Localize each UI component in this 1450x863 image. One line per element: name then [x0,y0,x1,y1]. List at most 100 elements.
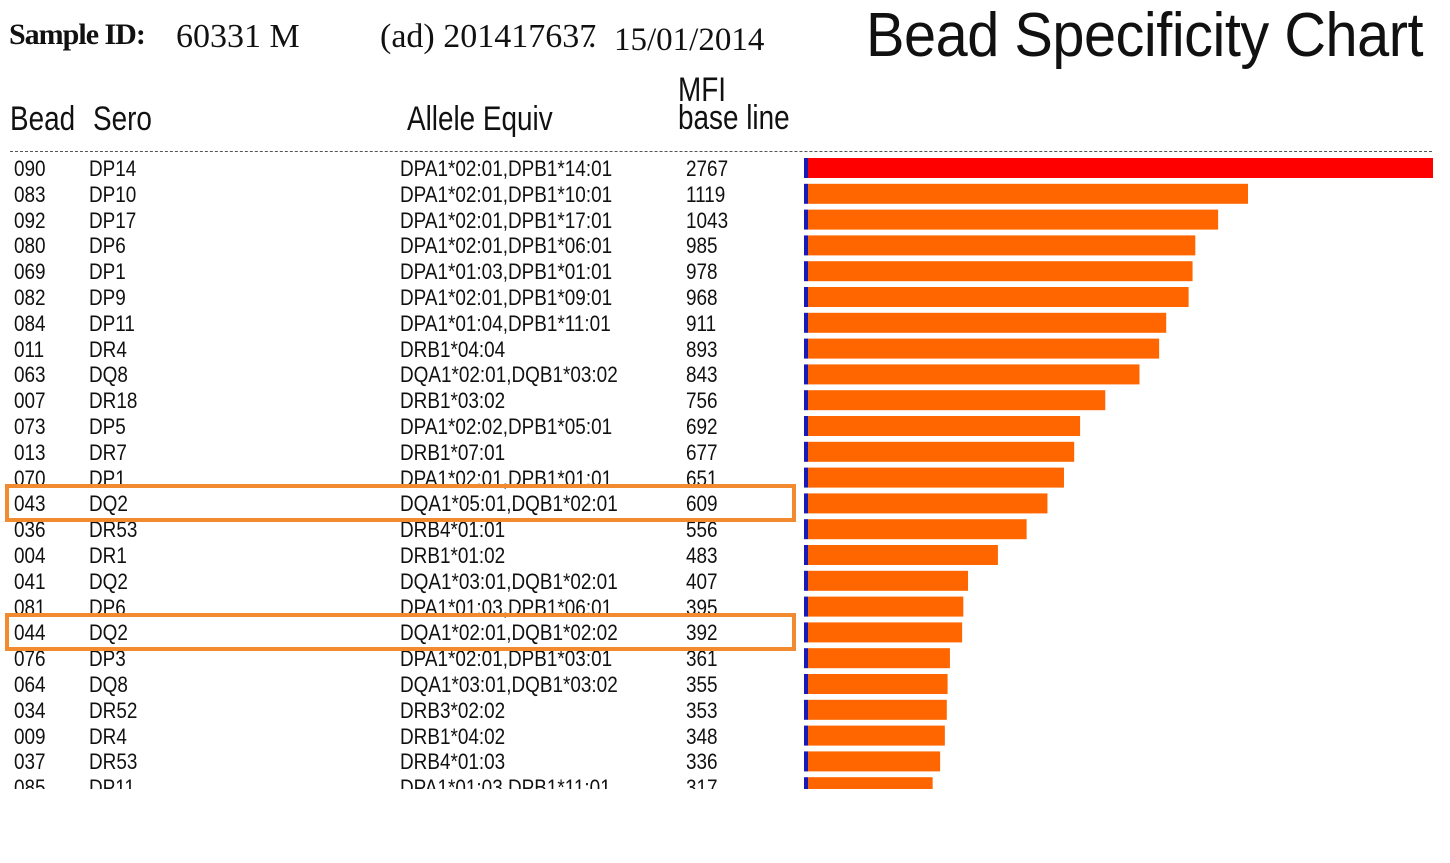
bead-cell: 080 [14,233,46,259]
allele-cell: DQA1*05:01,DQB1*02:01 [400,491,618,517]
allele-cell: DQA1*03:01,DQB1*02:01 [400,568,618,594]
bead-cell: 011 [14,336,45,362]
sero-cell: DR18 [89,388,138,414]
allele-cell: DPA1*02:01,DPB1*14:01 [400,156,613,181]
bar-bead-009 [808,725,945,746]
table-row: 004 DR1 DRB1*01:02 483 [0,543,800,569]
highlight-box-bead-043 [5,484,796,523]
baseline-marker [804,441,808,462]
baseline-marker [804,209,808,230]
bar-bead-011 [808,338,1160,359]
mfi-cell: 483 [686,543,718,568]
mfi-cell: 392 [686,620,718,646]
column-header-baseline: base line [678,99,790,137]
mfi-cell: 968 [686,285,718,310]
mfi-cell: 1043 [686,207,729,233]
baseline-marker [804,390,808,411]
sero-cell: DQ2 [89,491,128,517]
bead-cell: 073 [14,414,46,439]
allele-cell: DPA1*01:04,DPB1*11:01 [400,310,611,336]
mfi-cell: 317 [686,775,718,789]
bead-cell: 063 [14,362,46,388]
mfi-cell: 353 [686,697,718,723]
mfi-cell: 355 [686,672,718,697]
bar-bead-041 [808,570,969,591]
table-row: 073 DP5 DPA1*02:02,DPB1*05:01 692 [0,414,800,440]
allele-cell: DQA1*02:01,DQB1*02:02 [400,620,618,646]
sero-cell: DP17 [89,207,137,233]
mfi-cell: 756 [686,388,718,414]
allele-cell: DPA1*02:01,DPB1*06:01 [400,233,613,259]
bead-cell: 090 [14,156,46,181]
table-row: 085 DP11 DPA1*01:03,DPB1*11:01 317 [0,775,800,789]
sero-cell: DQ8 [89,672,128,697]
column-header-allele-equiv: Allele Equiv [407,100,553,138]
header-divider [10,151,1432,152]
sero-cell: DP6 [89,233,126,259]
bar-bead-082 [808,287,1189,307]
sero-cell: DQ8 [89,362,128,388]
allele-cell: DPA1*02:02,DPB1*05:01 [400,414,613,439]
sero-cell: DQ2 [89,568,128,594]
bar-bead-043 [808,493,1048,514]
sample-id-label: Sample ID: [9,18,146,51]
highlight-box-bead-044 [5,613,796,652]
allele-cell: DQA1*02:01,DQB1*03:02 [400,362,618,388]
sero-cell: DP11 [89,775,135,789]
table-row: 044 DQ2 DQA1*02:01,DQB1*02:02 392 [0,620,800,646]
baseline-marker [804,622,808,643]
baseline-marker [804,674,808,694]
sero-cell: DR7 [89,439,127,465]
mfi-cell: 985 [686,233,718,259]
allele-cell: DRB1*01:02 [400,543,506,568]
baseline-marker [804,751,808,772]
bar-bead-004 [808,545,998,565]
bar-bead-064 [808,674,948,694]
bead-cell: 083 [14,181,46,207]
bar-bead-080 [808,235,1196,256]
sample-id-value: 60331 M [176,18,300,55]
chart-title: Bead Specificity Chart [866,1,1424,70]
baseline-marker [804,777,808,789]
baseline-marker [804,467,808,488]
bar-bead-073 [808,416,1081,436]
allele-cell: DPA1*02:01,DPB1*17:01 [400,207,613,233]
table-row: 082 DP9 DPA1*02:01,DPB1*09:01 968 [0,285,800,311]
column-header-mfi: MFI [678,71,727,109]
table-row: 090 DP14 DPA1*02:01,DPB1*14:01 2767 [0,156,800,182]
allele-cell: DPA1*01:03,DPB1*01:01 [400,259,613,285]
allele-cell: DPA1*02:01,DPB1*09:01 [400,285,613,310]
bar-bead-083 [808,183,1248,204]
baseline-marker [804,648,808,669]
baseline-marker [804,158,808,178]
mfi-cell: 609 [686,491,718,517]
mfi-cell: 911 [686,310,717,336]
mfi-cell: 407 [686,568,718,594]
sero-cell: DR53 [89,749,138,775]
baseline-marker [804,261,808,282]
report-date: 15/01/2014 [614,22,765,58]
table-row: 034 DR52 DRB3*02:02 353 [0,698,800,724]
baseline-marker [804,338,808,359]
bar-bead-084 [808,312,1167,333]
sero-cell: DP9 [89,285,126,310]
allele-cell: DPA1*02:01,DPB1*10:01 [400,181,613,207]
table-row: 013 DR7 DRB1*07:01 677 [0,440,800,466]
sero-cell: DP14 [89,156,137,181]
sero-cell: DP11 [89,310,135,336]
accession-dot: . [588,18,597,55]
allele-cell: DRB1*07:01 [400,439,506,465]
baseline-marker [804,493,808,514]
bead-cell: 041 [14,568,46,594]
bead-cell: 084 [14,310,46,336]
bead-cell: 009 [14,723,46,749]
table-row: 041 DQ2 DQA1*03:01,DQB1*02:01 407 [0,569,800,595]
bead-cell: 037 [14,749,46,775]
accession-number: (ad) 201417637 [380,18,597,55]
allele-cell: DRB1*04:04 [400,336,506,362]
bar-bead-007 [808,390,1106,411]
table-row: 009 DR4 DRB1*04:02 348 [0,724,800,750]
allele-cell: DPA1*01:03,DPB1*11:01 [400,775,611,789]
bead-cell: 082 [14,285,46,310]
bar-bead-085 [808,777,933,789]
